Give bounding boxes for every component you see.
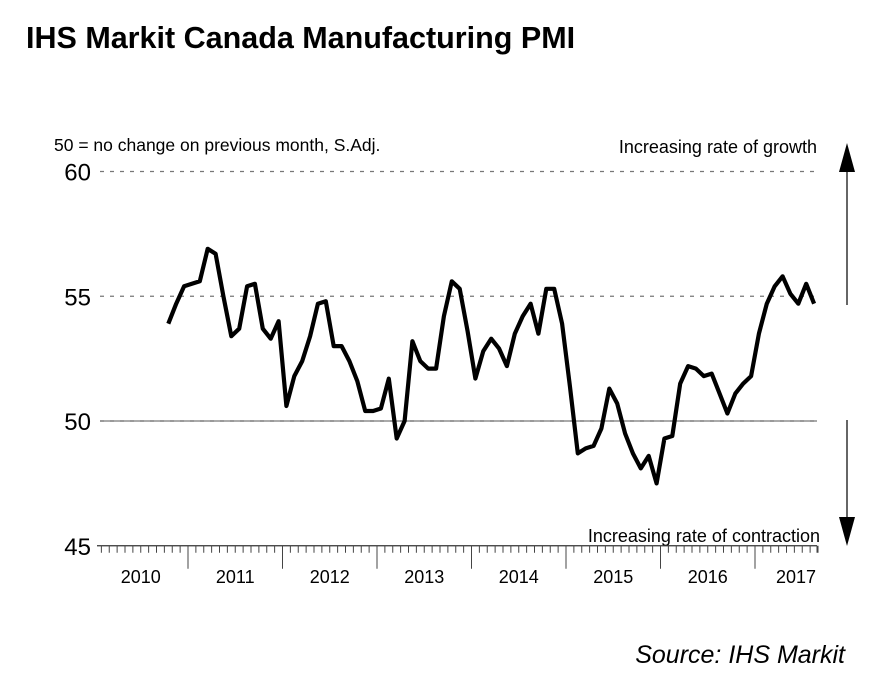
x-tick-label: 2014 xyxy=(499,567,539,587)
contraction-annotation: Increasing rate of contraction xyxy=(588,526,820,546)
x-tick-label: 2013 xyxy=(404,567,444,587)
gridlines xyxy=(100,170,817,422)
y-tick-label: 50 xyxy=(64,409,91,436)
growth-annotation: Increasing rate of growth xyxy=(619,137,817,157)
direction-arrows xyxy=(839,143,855,546)
y-axis: 45 50 55 60 xyxy=(64,160,91,561)
x-tick-label: 2011 xyxy=(216,567,255,587)
x-tick-label: 2016 xyxy=(688,567,728,587)
x-tick-label: 2015 xyxy=(593,567,633,587)
x-tick-label: 2017 xyxy=(776,567,816,587)
contraction-arrow-icon xyxy=(839,517,855,546)
growth-arrow-icon xyxy=(839,143,855,172)
chart-title: IHS Markit Canada Manufacturing PMI xyxy=(26,21,575,55)
y-tick-label: 60 xyxy=(64,160,91,187)
y-tick-label: 45 xyxy=(64,534,91,561)
chart-subtitle: 50 = no change on previous month, S.Adj. xyxy=(54,135,380,155)
x-tick-label: 2010 xyxy=(121,567,161,587)
pmi-series-line xyxy=(166,246,817,486)
y-tick-label: 55 xyxy=(64,284,91,311)
x-axis: 2010 2011 2012 2013 2014 2015 2016 2017 xyxy=(97,545,819,587)
x-tick-label: 2012 xyxy=(310,567,350,587)
source-note: Source: IHS Markit xyxy=(635,641,846,669)
